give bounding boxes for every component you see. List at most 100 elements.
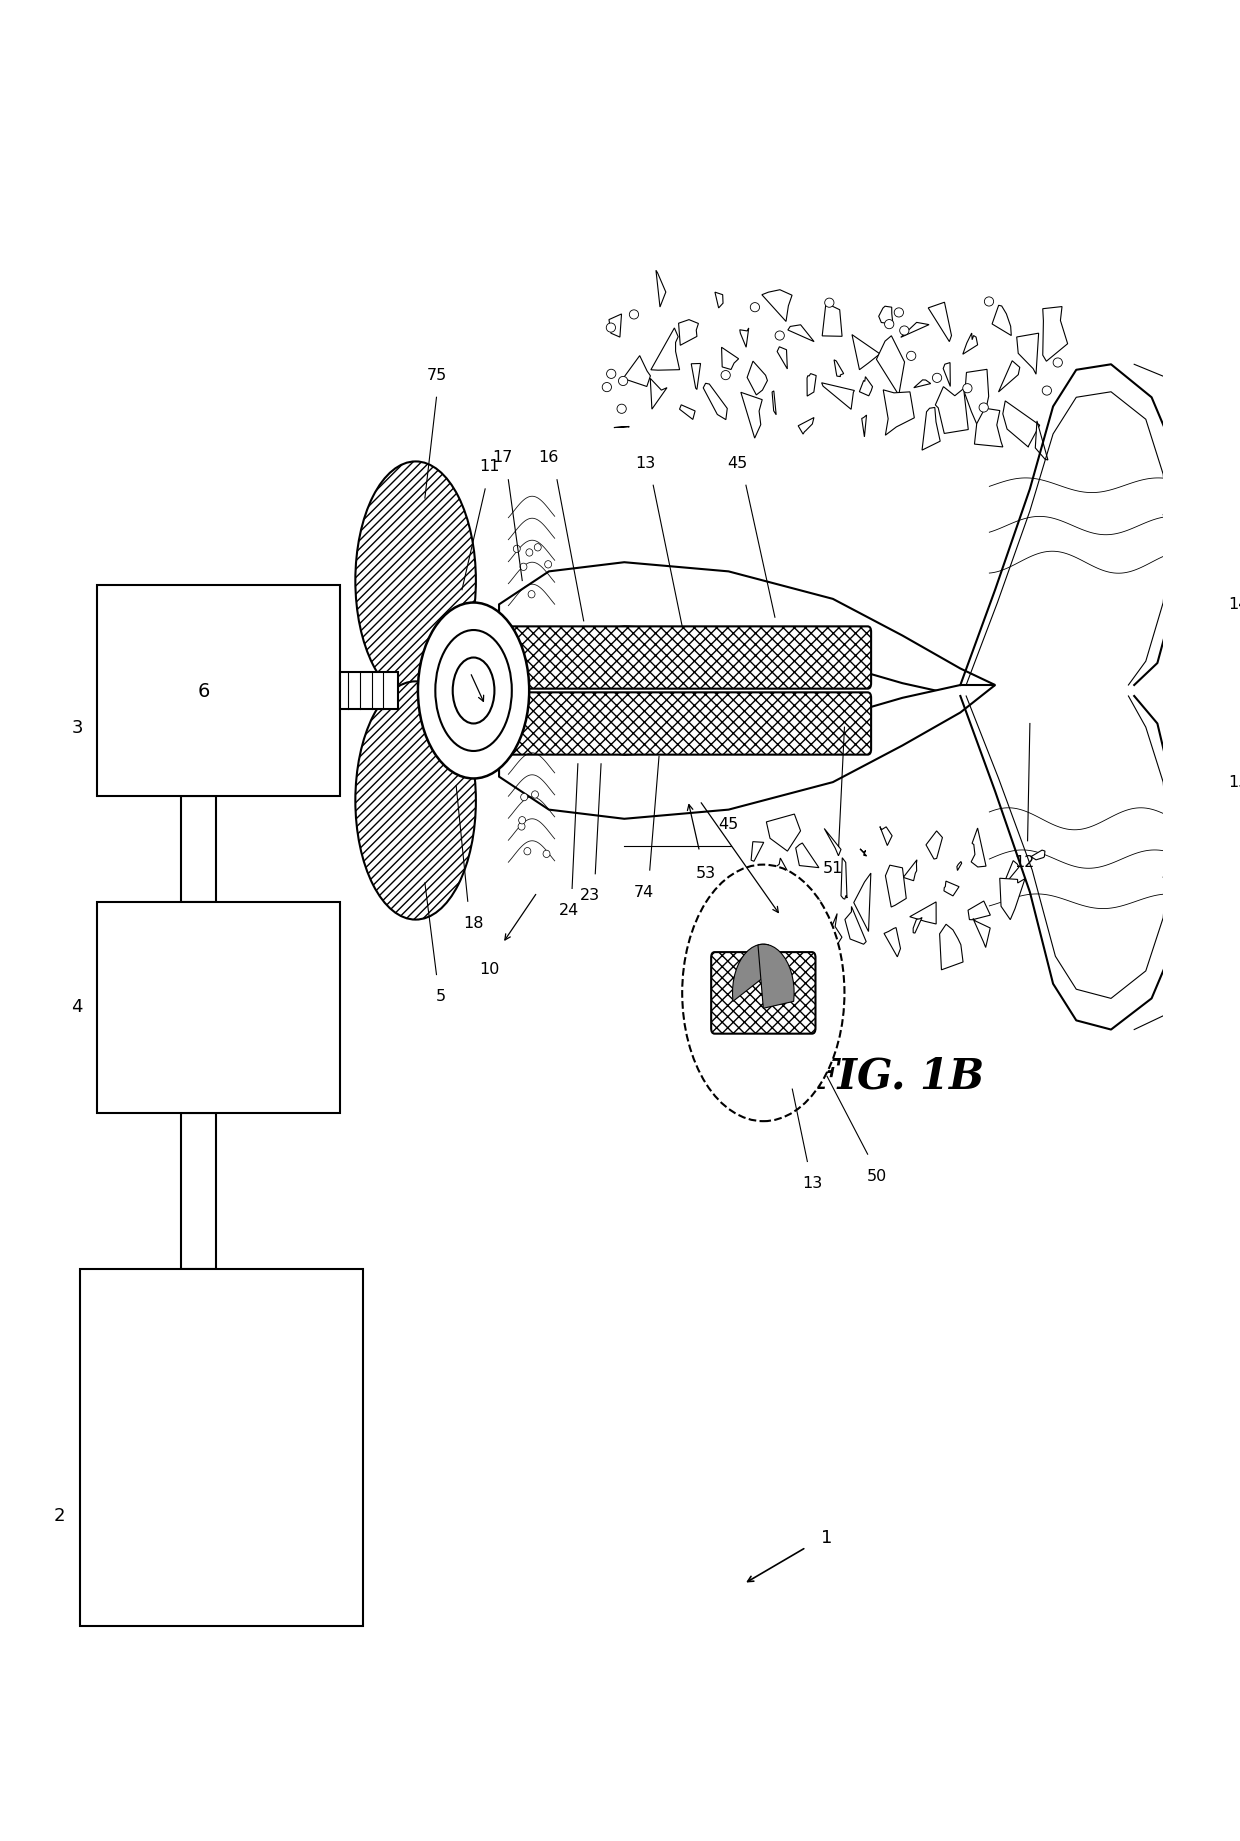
Polygon shape: [862, 414, 867, 436]
Polygon shape: [821, 913, 842, 957]
Polygon shape: [715, 293, 723, 307]
Text: 6: 6: [197, 681, 210, 701]
Polygon shape: [1043, 307, 1068, 361]
Polygon shape: [691, 363, 701, 390]
Ellipse shape: [356, 462, 476, 700]
Polygon shape: [859, 377, 873, 396]
Polygon shape: [883, 390, 914, 434]
Bar: [340, 672, 398, 709]
Polygon shape: [999, 878, 1025, 920]
Ellipse shape: [750, 302, 760, 311]
Ellipse shape: [618, 405, 626, 414]
Polygon shape: [1002, 860, 1019, 887]
Polygon shape: [777, 346, 787, 368]
Ellipse shape: [534, 543, 541, 550]
Ellipse shape: [906, 352, 916, 361]
Polygon shape: [926, 830, 942, 860]
Polygon shape: [965, 370, 988, 431]
Ellipse shape: [518, 823, 525, 830]
Text: 17: 17: [492, 451, 512, 466]
Polygon shape: [791, 904, 812, 930]
Polygon shape: [1017, 333, 1039, 374]
Ellipse shape: [630, 309, 639, 318]
Polygon shape: [929, 302, 951, 342]
Polygon shape: [822, 304, 842, 337]
Polygon shape: [877, 335, 904, 396]
Text: 74: 74: [634, 884, 653, 900]
Text: 12: 12: [1014, 856, 1034, 871]
Polygon shape: [914, 379, 931, 388]
Polygon shape: [910, 902, 936, 924]
Ellipse shape: [544, 562, 552, 569]
Polygon shape: [975, 409, 1003, 447]
Polygon shape: [844, 906, 867, 944]
Polygon shape: [835, 359, 843, 377]
Polygon shape: [957, 862, 962, 871]
Polygon shape: [766, 814, 801, 851]
Text: 45: 45: [718, 817, 739, 832]
Ellipse shape: [962, 383, 972, 392]
Ellipse shape: [606, 322, 615, 331]
Polygon shape: [656, 271, 666, 307]
Polygon shape: [722, 348, 739, 370]
Ellipse shape: [603, 383, 611, 392]
Ellipse shape: [900, 326, 909, 335]
Polygon shape: [773, 390, 776, 414]
Ellipse shape: [619, 376, 627, 385]
Polygon shape: [678, 320, 698, 346]
FancyBboxPatch shape: [505, 692, 872, 755]
Ellipse shape: [932, 374, 941, 383]
Bar: [181, 795, 216, 902]
Text: 16: 16: [538, 451, 559, 466]
Polygon shape: [622, 355, 651, 387]
Polygon shape: [498, 685, 996, 819]
Polygon shape: [787, 324, 815, 342]
Polygon shape: [944, 882, 959, 897]
Ellipse shape: [606, 370, 616, 379]
Polygon shape: [913, 917, 923, 933]
Polygon shape: [609, 315, 621, 337]
Polygon shape: [740, 328, 749, 348]
Text: 11: 11: [480, 460, 500, 475]
Polygon shape: [971, 828, 986, 867]
Text: 4: 4: [72, 998, 83, 1016]
Text: 24: 24: [558, 902, 579, 919]
Polygon shape: [854, 873, 870, 932]
Polygon shape: [903, 860, 916, 880]
Polygon shape: [799, 418, 813, 434]
Circle shape: [435, 630, 512, 751]
Text: 3: 3: [72, 720, 83, 736]
Text: 75: 75: [427, 368, 446, 383]
Polygon shape: [861, 849, 867, 856]
Circle shape: [682, 865, 844, 1121]
Polygon shape: [703, 383, 728, 420]
Ellipse shape: [894, 307, 904, 317]
Ellipse shape: [720, 370, 730, 379]
Circle shape: [418, 602, 529, 779]
Ellipse shape: [520, 563, 527, 571]
Polygon shape: [807, 374, 816, 396]
Text: 2: 2: [55, 1508, 66, 1524]
Polygon shape: [885, 865, 906, 908]
Polygon shape: [650, 379, 667, 409]
Text: 1: 1: [821, 1530, 833, 1546]
Polygon shape: [651, 328, 680, 370]
Text: 10: 10: [480, 961, 500, 976]
Polygon shape: [900, 322, 929, 337]
Text: 53: 53: [696, 867, 715, 882]
Polygon shape: [805, 893, 821, 906]
Polygon shape: [758, 944, 794, 1009]
Polygon shape: [962, 333, 977, 353]
Polygon shape: [740, 392, 763, 438]
Circle shape: [453, 657, 495, 724]
Ellipse shape: [532, 792, 538, 799]
Ellipse shape: [525, 847, 531, 854]
Text: 51: 51: [822, 862, 843, 876]
Ellipse shape: [775, 331, 785, 341]
Text: 15: 15: [1229, 775, 1240, 790]
Polygon shape: [825, 828, 841, 856]
Bar: [79, 1268, 363, 1626]
Polygon shape: [973, 919, 991, 948]
Text: 50: 50: [867, 1169, 887, 1184]
FancyBboxPatch shape: [505, 626, 872, 689]
